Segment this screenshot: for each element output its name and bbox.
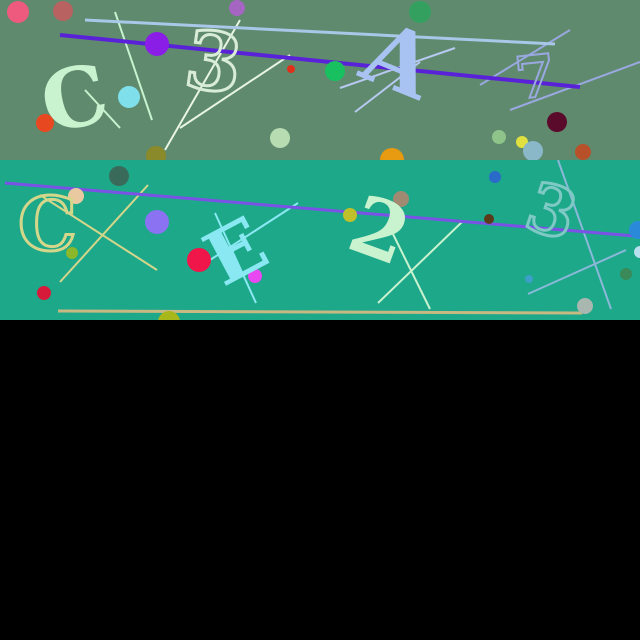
dot [187,248,211,272]
empty-black-area [0,320,640,640]
dot [66,247,78,259]
line [389,227,431,310]
dot [547,112,567,132]
dot [525,275,533,283]
dot [145,210,169,234]
line [209,202,299,261]
glyph-7: 7 [511,40,560,114]
line [84,18,556,46]
top-panel-drawing [0,0,640,160]
line [557,160,612,310]
line [164,19,241,151]
top-panel-background [0,0,640,160]
line [479,29,571,86]
dot [489,171,501,183]
dot [523,141,543,160]
line [214,212,257,304]
line [4,181,636,238]
bottom-panel-background [0,160,640,320]
line [84,89,121,129]
dot [629,221,640,239]
dot [325,61,345,81]
dot [229,0,245,16]
dot [37,286,51,300]
dot [53,1,73,21]
bottom-panel: C E 2 3 [0,160,640,320]
dot [68,188,84,204]
dot [36,114,54,132]
dot [343,208,357,222]
dot [287,65,295,73]
dot [577,298,593,314]
line [377,221,463,304]
line [59,184,149,283]
line [39,194,158,271]
line [527,249,627,295]
glyph-c: C [17,182,79,268]
line [179,54,291,129]
dot [7,1,29,23]
dot [393,191,409,207]
line [57,309,583,315]
bottom-panel-drawing [0,160,640,320]
dot [145,32,169,56]
dot [270,128,290,148]
dot [146,146,166,160]
dot [380,148,404,160]
dot [248,269,262,283]
dot [409,1,431,23]
dot [484,214,494,224]
top-panel: C 3 A 7 [0,0,640,160]
dot [109,166,129,186]
line [114,11,153,121]
glyph-3: 3 [178,10,249,114]
dot [118,86,140,108]
dot [492,130,506,144]
dot [620,268,632,280]
dot [634,246,640,258]
dot [158,311,180,320]
dot [575,144,591,160]
